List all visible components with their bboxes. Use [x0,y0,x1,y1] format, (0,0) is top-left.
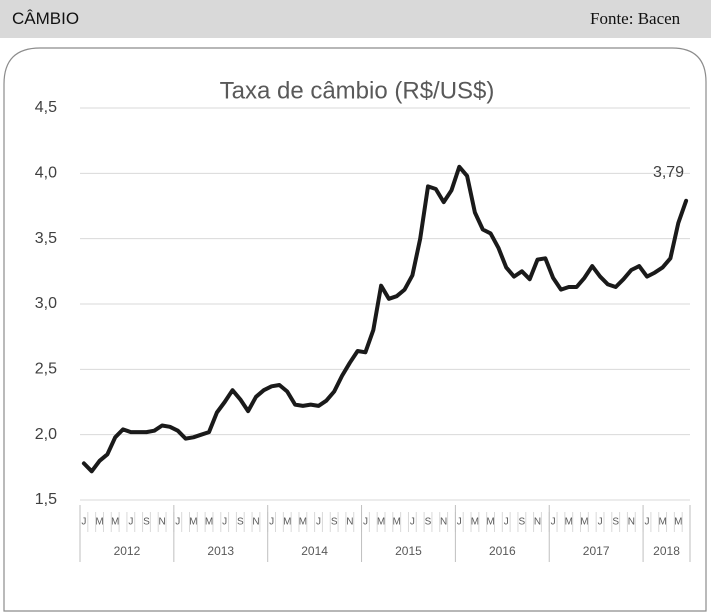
x-tick-label: J [551,517,556,528]
year-label: 2014 [301,544,328,558]
y-tick-label: 3,0 [35,295,57,312]
x-tick-label: M [377,517,385,528]
year-label: 2016 [489,544,516,558]
x-tick-label: M [95,517,103,528]
x-tick-label: S [519,517,526,528]
x-tick-label: J [269,517,274,528]
x-tick-label: J [457,517,462,528]
x-tick-label: S [612,517,619,528]
x-tick-label: M [299,517,307,528]
x-tick-label: J [644,517,649,528]
x-tick-label: M [189,517,197,528]
year-label: 2012 [114,544,141,558]
x-tick-label: S [237,517,244,528]
year-label: 2018 [653,544,680,558]
x-tick-label: M [486,517,494,528]
chart-frame [3,47,707,612]
x-tick-label: N [158,517,165,528]
x-tick-label: M [393,517,401,528]
header-title: CÂMBIO [12,9,80,28]
x-tick-label: S [425,517,432,528]
x-tick-label: J [363,517,368,528]
y-tick-label: 1,5 [35,491,57,508]
x-tick-label: J [222,517,227,528]
x-tick-label: J [128,517,133,528]
x-tick-label: N [440,517,447,528]
line-series [81,164,689,474]
x-tick-label: J [81,517,86,528]
x-tick-label: M [658,517,666,528]
y-tick-label: 4,0 [35,165,57,182]
x-tick-label: M [565,517,573,528]
x-tick-label: N [346,517,353,528]
x-tick-label: M [471,517,479,528]
x-tick-label: J [598,517,603,528]
x-tick-label: S [331,517,338,528]
x-tick-label: N [252,517,259,528]
x-tick-label: J [175,517,180,528]
y-tick-label: 2,0 [35,426,57,443]
x-tick-label: S [143,517,150,528]
y-tick-label: 2,5 [35,361,57,378]
x-tick-label: N [534,517,541,528]
value-label: 3,79 [653,164,684,181]
x-tick-label: M [111,517,119,528]
chart-title: Taxa de câmbio (R$/US$) [220,77,495,104]
x-tick-label: J [316,517,321,528]
x-tick-label: J [410,517,415,528]
year-label: 2013 [207,544,234,558]
year-label: 2017 [583,544,610,558]
x-tick-label: M [283,517,291,528]
y-tick-label: 3,5 [35,230,57,247]
y-tick-label: 4,5 [35,99,57,116]
x-tick-label: M [580,517,588,528]
x-tick-label: M [674,517,682,528]
header-bar: CÂMBIO Fonte: Bacen [0,0,711,38]
year-label: 2015 [395,544,422,558]
header-source: Fonte: Bacen [590,9,681,28]
x-tick-label: M [205,517,213,528]
x-tick-label: J [504,517,509,528]
x-tick-label: N [628,517,635,528]
